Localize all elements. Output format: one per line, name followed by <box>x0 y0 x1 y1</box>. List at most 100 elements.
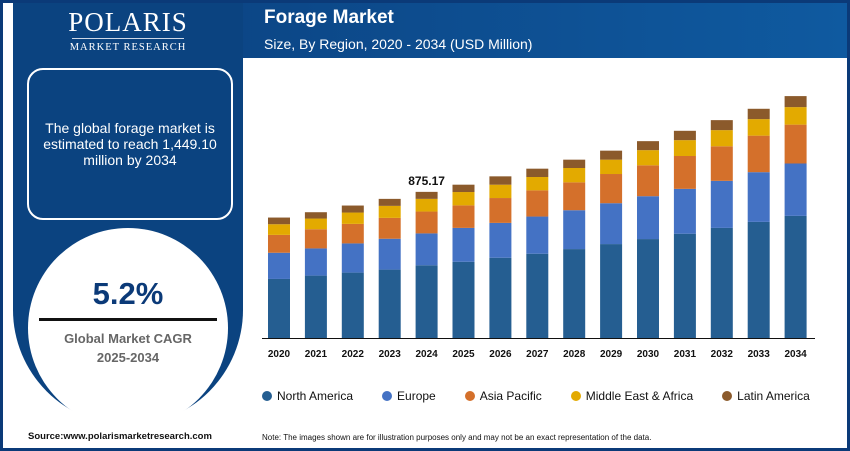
legend-item: Asia Pacific <box>464 389 542 403</box>
summary-box: The global forage market is estimated to… <box>27 68 233 220</box>
bar-segment-latin-america-2029 <box>600 150 623 160</box>
bar-segment-europe-2029 <box>600 203 623 245</box>
legend-label: Latin America <box>737 389 810 403</box>
bar-segment-middle-east-africa-2021 <box>304 218 327 230</box>
bar-segment-middle-east-africa-2023 <box>378 205 401 218</box>
bar-segment-asia-pacific-2025 <box>452 205 475 228</box>
source-text: Source:www.polarismarketresearch.com <box>28 431 212 442</box>
legend-swatch <box>382 391 393 401</box>
x-tick-label: 2022 <box>342 349 365 360</box>
bar-segment-north-america-2027 <box>526 253 549 338</box>
bar-segment-latin-america-2025 <box>452 184 475 193</box>
note-text: Note: The images shown are for illustrat… <box>262 433 652 442</box>
bar-segment-europe-2023 <box>378 238 401 270</box>
bar-segment-middle-east-africa-2030 <box>637 150 659 166</box>
bar-segment-latin-america-2023 <box>378 198 401 206</box>
bar-segment-middle-east-africa-2024 <box>415 198 438 212</box>
bar-segment-north-america-2023 <box>378 269 401 338</box>
bar-segment-middle-east-africa-2034 <box>784 107 807 125</box>
cagr-label: Global Market CAGR <box>64 331 192 346</box>
bar-segment-middle-east-africa-2027 <box>526 177 549 191</box>
bar-segment-asia-pacific-2029 <box>600 174 623 204</box>
bar-segment-europe-2032 <box>710 180 733 228</box>
bar-segment-europe-2026 <box>489 222 512 258</box>
bar-segment-europe-2030 <box>637 196 659 240</box>
bar-segment-north-america-2029 <box>600 244 623 338</box>
bar-segment-europe-2025 <box>452 227 475 262</box>
bar-segment-latin-america-2033 <box>747 108 770 120</box>
legend-label: Middle East & Africa <box>585 389 694 403</box>
bar-segment-latin-america-2022 <box>341 205 364 213</box>
bar-segment-europe-2021 <box>304 248 327 276</box>
x-tick-label: 2021 <box>305 349 328 360</box>
bar-segment-middle-east-africa-2020 <box>268 224 290 235</box>
cagr-period: 2025-2034 <box>96 350 160 365</box>
bar-segment-latin-america-2024 <box>415 191 438 199</box>
logo-name: POLARIS <box>68 7 188 37</box>
bar-segment-asia-pacific-2032 <box>710 146 733 181</box>
bar-segment-north-america-2028 <box>563 249 586 338</box>
logo: POLARIS MARKET RESEARCH <box>13 8 243 53</box>
bar-segment-latin-america-2030 <box>637 141 659 151</box>
bar-segment-north-america-2033 <box>747 221 770 338</box>
logo-divider <box>72 38 184 39</box>
chart-title: Forage Market <box>264 7 394 28</box>
bar-segment-latin-america-2027 <box>526 168 549 178</box>
bar-segment-asia-pacific-2033 <box>747 135 770 173</box>
bar-segment-middle-east-africa-2032 <box>710 130 733 147</box>
x-tick-label: 2033 <box>748 349 771 360</box>
data-label: 875.17 <box>408 174 445 188</box>
bar-segment-asia-pacific-2021 <box>304 229 327 249</box>
bar-segment-europe-2031 <box>673 188 696 234</box>
x-tick-label: 2026 <box>489 349 512 360</box>
bar-segment-europe-2034 <box>784 163 807 216</box>
bar-segment-middle-east-africa-2025 <box>452 192 475 206</box>
bar-segment-north-america-2024 <box>415 265 438 338</box>
bar-segment-europe-2022 <box>341 243 364 273</box>
bar-segment-asia-pacific-2027 <box>526 190 549 217</box>
legend-label: North America <box>277 389 354 403</box>
logo-subtitle: MARKET RESEARCH <box>69 42 187 53</box>
summary-text: The global forage market is estimated to… <box>43 120 217 168</box>
legend-item: North America <box>262 389 353 403</box>
bar-segment-europe-2020 <box>268 252 290 279</box>
bar-segment-middle-east-africa-2026 <box>489 184 512 199</box>
bar-segment-middle-east-africa-2028 <box>563 168 586 183</box>
bar-segment-asia-pacific-2028 <box>563 182 586 211</box>
bar-segment-north-america-2020 <box>268 278 290 338</box>
bar-segment-asia-pacific-2034 <box>784 124 807 164</box>
x-tick-label: 2028 <box>563 349 586 360</box>
legend-swatch <box>722 391 733 401</box>
legend-swatch <box>570 391 581 401</box>
bar-segment-asia-pacific-2026 <box>489 198 512 223</box>
bar-segment-europe-2028 <box>563 210 586 250</box>
chart-subtitle: Size, By Region, 2020 - 2034 (USD Millio… <box>264 36 533 52</box>
legend: North America Europe Asia Pacific Middle Ea… <box>262 389 839 403</box>
x-tick-label: 2029 <box>600 349 623 360</box>
bar-segment-north-america-2031 <box>673 233 696 338</box>
bar-segment-latin-america-2020 <box>268 217 290 225</box>
legend-item: Europe <box>382 389 436 403</box>
cagr-value: 5.2% <box>92 276 164 311</box>
cagr-divider <box>39 318 217 321</box>
legend-item: Middle East & Africa <box>570 389 694 403</box>
x-tick-label: 2027 <box>526 349 549 360</box>
legend-label: Europe <box>397 389 436 403</box>
bar-segment-latin-america-2026 <box>489 176 512 185</box>
bar-segment-asia-pacific-2020 <box>268 234 290 253</box>
x-tick-label: 2020 <box>268 349 291 360</box>
bar-segment-north-america-2022 <box>341 272 364 338</box>
legend-item: Latin America <box>722 389 810 403</box>
x-tick-label: 2031 <box>674 349 697 360</box>
x-tick-label: 2025 <box>452 349 475 360</box>
bar-segment-middle-east-africa-2033 <box>747 119 770 136</box>
bar-segment-asia-pacific-2031 <box>673 155 696 189</box>
bar-segment-europe-2033 <box>747 172 770 222</box>
bar-segment-middle-east-africa-2031 <box>673 140 696 156</box>
x-tick-label: 2023 <box>379 349 402 360</box>
bar-segment-north-america-2032 <box>710 227 733 338</box>
bar-segment-north-america-2026 <box>489 257 512 338</box>
bar-segment-latin-america-2028 <box>563 159 586 169</box>
bar-segment-latin-america-2021 <box>304 212 327 219</box>
